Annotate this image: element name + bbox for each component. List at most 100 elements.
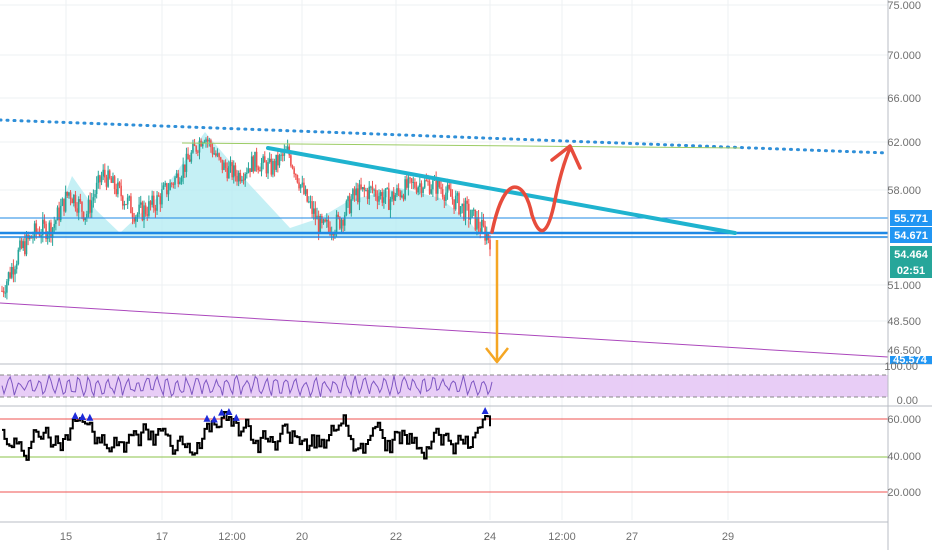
candle-body (172, 183, 175, 185)
candle-body (50, 222, 52, 238)
candle-body (229, 162, 232, 167)
candle-body (436, 179, 439, 194)
candle-body (9, 272, 11, 278)
bearish-arrowhead (485, 347, 509, 364)
candle-body (472, 209, 475, 211)
candle-body (74, 194, 77, 209)
candle-body (414, 182, 416, 188)
candle-body (489, 239, 491, 250)
price-tag (890, 227, 932, 243)
candle-body (167, 190, 170, 195)
candle-body (471, 209, 473, 218)
candle-body (301, 182, 304, 185)
candle-body (69, 192, 72, 199)
candle-body (303, 182, 305, 194)
candle-body (45, 223, 47, 240)
candle-body (366, 190, 369, 199)
candle-body (365, 190, 367, 192)
osc-tick-label: 60.000 (887, 414, 921, 426)
candle-body (94, 194, 96, 198)
candle-body (314, 208, 317, 220)
price-tag-text: 02:51 (897, 265, 925, 277)
candle-body (211, 147, 214, 155)
candle-body (451, 196, 454, 200)
candle-body (128, 196, 131, 198)
candle-body (332, 233, 335, 236)
candle-body (427, 180, 429, 182)
candle-body (304, 189, 307, 194)
candle-body (270, 158, 273, 175)
candle-body (179, 181, 181, 184)
candle-body (110, 178, 113, 183)
x-tick-label: 15 (60, 531, 72, 543)
candle-body (107, 170, 109, 187)
candle-body (82, 211, 85, 221)
candle-body (345, 201, 348, 216)
candle-body (61, 198, 64, 206)
candle-body (242, 179, 245, 181)
candle-body (63, 198, 65, 212)
candle-body (272, 161, 274, 175)
candle-body (48, 222, 51, 235)
candle-body (218, 153, 220, 158)
candle-body (432, 180, 434, 190)
candle-body (126, 197, 129, 205)
candle-body (104, 169, 106, 178)
candle-body (407, 177, 410, 188)
candle-body (105, 177, 108, 187)
candle-body (133, 217, 136, 222)
candle-body (206, 139, 209, 142)
candle-body (130, 196, 132, 214)
x-tick-label: 12:00 (548, 531, 576, 543)
candle-body (221, 159, 224, 170)
candle-body (250, 156, 253, 172)
candle-body (291, 165, 294, 169)
candle-body (430, 189, 433, 194)
candle-body (391, 191, 393, 200)
candle-body (402, 195, 405, 200)
candle-body (234, 165, 237, 176)
candle-body (466, 200, 468, 204)
candle-body (193, 143, 196, 147)
candle-body (121, 196, 124, 206)
rsi-band (0, 375, 888, 397)
candle-body (435, 178, 437, 194)
x-tick-label: 27 (626, 531, 638, 543)
candle-body (141, 202, 144, 221)
candle-body (386, 188, 388, 190)
candle-body (479, 228, 482, 233)
candle-body (6, 281, 8, 293)
x-tick-label: 17 (156, 531, 168, 543)
candle-body (309, 201, 312, 203)
candle-body (268, 158, 271, 163)
candle-body (358, 184, 361, 203)
candle-body (262, 156, 264, 164)
candle-body (425, 180, 428, 182)
x-tick-label: 12:00 (218, 531, 246, 543)
candle-body (481, 219, 483, 233)
candle-body (64, 191, 67, 212)
candle-body (73, 194, 75, 204)
candle-body (115, 188, 118, 195)
candle-body (71, 198, 73, 204)
candle-body (263, 156, 266, 163)
candle-body (422, 187, 424, 193)
candle-body (90, 200, 93, 213)
candle-body (223, 162, 225, 170)
osc-up-marker (210, 415, 218, 423)
candle-body (35, 223, 38, 232)
candle-body (159, 196, 162, 205)
candle-body (123, 204, 126, 206)
candle-body (404, 179, 406, 200)
candle-body (374, 189, 377, 197)
candle-body (348, 196, 351, 214)
candle-body (448, 184, 450, 189)
price-tag-cut (890, 356, 932, 364)
candle-body (379, 192, 382, 196)
candle-body (58, 207, 60, 221)
y-tick-label: 75.000 (887, 0, 921, 12)
candle-body (459, 206, 462, 215)
candle-body (231, 162, 233, 178)
price-tag (890, 246, 932, 262)
